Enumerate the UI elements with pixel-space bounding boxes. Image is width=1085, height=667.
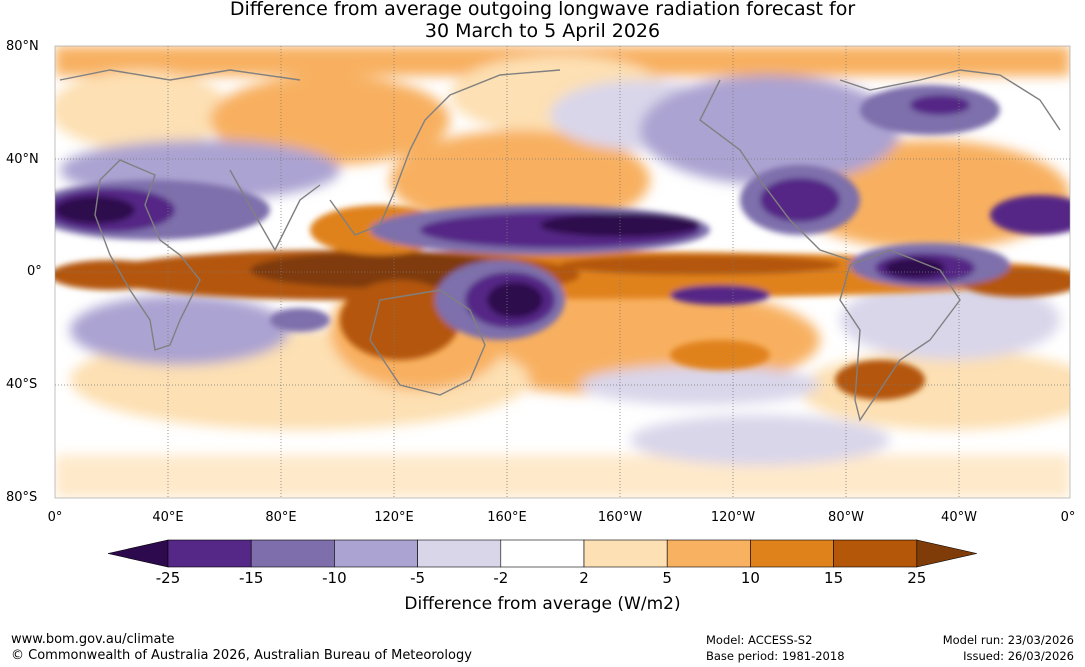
lon-label-160w: 160°W [597, 510, 643, 525]
lon-label-160e: 160°E [487, 510, 527, 525]
footer-model: Model: ACCESS-S2 [706, 633, 813, 647]
legend-tick-label: 25 [907, 569, 926, 587]
map-title-line-1: Difference from average outgoing longwav… [229, 0, 856, 20]
lon-label-40e: 40°E [152, 510, 184, 525]
lon-label-40w: 40°W [941, 510, 977, 525]
legend-tick-label: 5 [662, 569, 672, 587]
lon-label-120e: 120°E [374, 510, 414, 525]
legend-tick-label: -10 [322, 569, 347, 587]
lon-label-360: 0° [1060, 510, 1076, 525]
footer-base-period: Base period: 1981-2018 [706, 649, 845, 663]
legend-swatch [167, 539, 252, 568]
footer-model-run: Model run: 23/03/2026 [942, 633, 1074, 647]
footer-website: www.bom.gov.au/climate [11, 632, 175, 647]
lat-label-80s: 80°S [6, 490, 38, 505]
legend-tick-label: 15 [824, 569, 843, 587]
legend-swatch [250, 539, 335, 568]
anomaly-fill-strong [55, 85, 1070, 400]
legend-swatch [417, 539, 502, 568]
lon-label-0: 0° [47, 510, 63, 525]
legend-swatch [500, 539, 585, 568]
legend-extend-low [107, 539, 169, 568]
legend-swatch [750, 539, 834, 568]
lat-label-80n: 80°N [6, 39, 39, 54]
legend-swatch [833, 539, 918, 568]
map-title-line-2: 30 March to 5 April 2026 [424, 20, 661, 42]
footer-copyright: © Commonwealth of Australia 2026, Austra… [11, 648, 472, 663]
graticule [55, 46, 1070, 498]
legend-tick-label: -5 [410, 569, 425, 587]
coastlines [59, 69, 1061, 422]
lat-label-equator: 0° [27, 264, 42, 279]
lon-label-80w: 80°W [828, 510, 864, 525]
lon-label-120w: 120°W [710, 510, 756, 525]
lat-label-40n: 40°N [6, 152, 39, 167]
lat-label-40s: 40°S [6, 377, 38, 392]
legend-tick-label: 2 [579, 569, 589, 587]
legend-swatch [583, 539, 668, 568]
legend-tick-label: -25 [156, 569, 181, 587]
legend-extend-high [916, 539, 977, 568]
legend-tick-label: -2 [493, 569, 508, 587]
legend-colorbar: -25 -15 -10 -5 -2 2 5 10 15 25 [107, 539, 977, 587]
map-field [55, 46, 1070, 498]
lon-label-80e: 80°E [265, 510, 297, 525]
legend-swatch [334, 539, 418, 568]
legend-title: Difference from average (W/m2) [404, 594, 681, 614]
legend-swatch [666, 539, 751, 568]
legend-tick-label: -15 [239, 569, 264, 587]
footer-issued: Issued: 26/03/2026 [963, 649, 1074, 663]
legend-tick-label: 10 [741, 569, 760, 587]
